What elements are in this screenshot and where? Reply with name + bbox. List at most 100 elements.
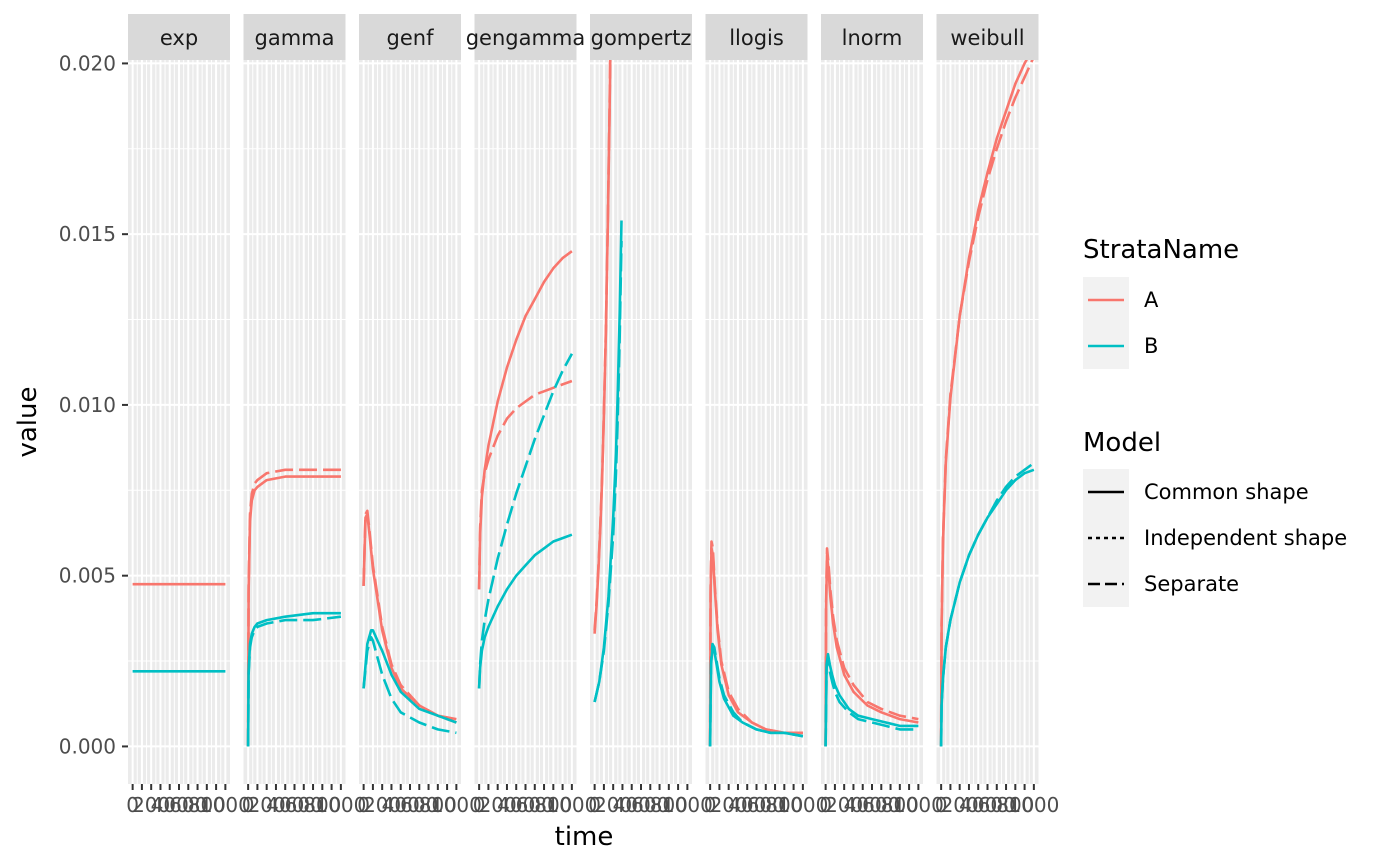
series-group xyxy=(246,468,342,747)
x-tick-label: 0 xyxy=(588,793,601,817)
x-axis-title: time xyxy=(555,822,614,852)
x-tick-label: 200 xyxy=(132,793,170,817)
series-line-A-separate xyxy=(362,509,457,724)
x-tick-label: 1000 xyxy=(893,793,944,817)
facet-strip-label: llogis xyxy=(729,26,784,50)
x-tick-label: 400 xyxy=(844,793,882,817)
facet-strip xyxy=(590,14,692,60)
x-tick-label: 1000 xyxy=(315,793,366,817)
facet-strip-label: gamma xyxy=(255,26,335,50)
series-group xyxy=(708,540,804,747)
x-tick-label: 1000 xyxy=(777,793,828,817)
x-tick-label: 800 xyxy=(996,793,1034,817)
series-line-A-separate xyxy=(477,379,573,590)
x-tick-label: 1000 xyxy=(431,793,482,817)
x-tick-label: 400 xyxy=(728,793,766,817)
x-tick-label: 200 xyxy=(363,793,401,817)
series-line-A-separate xyxy=(708,540,803,747)
y-tick-label: 0.000 xyxy=(59,734,116,758)
x-tick-label: 0 xyxy=(935,793,948,817)
y-tick-label: 0.010 xyxy=(59,393,116,417)
x-tick-label: 800 xyxy=(881,793,919,817)
facet-strip xyxy=(359,14,461,60)
x-tick-label: 0 xyxy=(819,793,832,817)
x-tick-label: 800 xyxy=(188,793,226,817)
x-tick-label: 400 xyxy=(497,793,535,817)
x-tick-label: 200 xyxy=(825,793,863,817)
x-tick-label: 800 xyxy=(650,793,688,817)
x-tick-label: 600 xyxy=(169,793,207,817)
legend-label-model: Common shape xyxy=(1144,480,1309,504)
facet-strip-label: gengamma xyxy=(466,26,586,50)
x-tick-label: 600 xyxy=(862,793,900,817)
facet-strip xyxy=(936,14,1039,60)
legend-label-model: Separate xyxy=(1144,572,1239,596)
series-line-B-separate xyxy=(939,461,1035,747)
series-line-B-separate xyxy=(824,659,919,747)
x-tick-label: 0 xyxy=(473,793,486,817)
x-tick-label: 600 xyxy=(516,793,554,817)
series-group xyxy=(477,250,574,689)
series-line-B-common-shape xyxy=(362,628,457,724)
series-group xyxy=(362,509,457,735)
x-tick-label: 0 xyxy=(126,793,139,817)
facet-strip xyxy=(128,14,230,60)
series-line-A-common-shape xyxy=(246,475,341,747)
legend-label-strata: A xyxy=(1144,288,1159,312)
series-line-B-common-shape xyxy=(824,652,919,747)
x-tick-label: 1000 xyxy=(546,793,597,817)
facet-strip xyxy=(705,14,808,60)
legend-title-model: Model xyxy=(1083,428,1161,458)
legend: StrataName AB Model Common shape Independent… xyxy=(1083,235,1347,607)
series-line-B-separate xyxy=(246,615,342,747)
x-tick-label: 800 xyxy=(765,793,803,817)
x-tick-label: 400 xyxy=(382,793,420,817)
series-group xyxy=(939,60,1035,747)
x-tick-label: 200 xyxy=(594,793,632,817)
series-line-A-separate xyxy=(824,547,919,747)
x-tick-label: 800 xyxy=(419,793,457,817)
facet-strip xyxy=(243,14,346,60)
legend-label-strata: B xyxy=(1144,334,1158,358)
series-line-A-separate xyxy=(939,60,1034,747)
x-tick-label: 0 xyxy=(704,793,717,817)
x-tick-label: 600 xyxy=(747,793,785,817)
x-tick-label: 600 xyxy=(631,793,669,817)
series-line-A-separate xyxy=(246,468,341,747)
x-tick-label: 200 xyxy=(479,793,517,817)
series-line-B-separate xyxy=(477,353,574,689)
series-group xyxy=(824,547,919,747)
legend-label-model: Independent shape xyxy=(1144,526,1347,550)
series-group xyxy=(593,60,623,703)
x-tick-label: 400 xyxy=(613,793,651,817)
x-tick-label: 400 xyxy=(151,793,189,817)
x-tick-label: 400 xyxy=(266,793,304,817)
y-axis: 0.000 0.005 0.010 0.015 0.020 xyxy=(59,51,128,758)
y-tick-label: 0.015 xyxy=(59,222,116,246)
facet-strip-label: genf xyxy=(387,26,435,50)
x-tick-label: 200 xyxy=(941,793,979,817)
series-line-B-separate xyxy=(708,642,804,747)
x-tick-label: 600 xyxy=(400,793,438,817)
y-axis-title: value xyxy=(13,386,43,457)
y-tick-label: 0.020 xyxy=(59,51,116,75)
x-tick-label: 200 xyxy=(710,793,748,817)
series-line-B-separate xyxy=(362,635,457,735)
x-tick-label: 800 xyxy=(303,793,341,817)
x-tick-label: 0 xyxy=(242,793,255,817)
x-tick-label: 0 xyxy=(357,793,370,817)
facet-strip-label: weibull xyxy=(950,26,1024,50)
legend-title-strata: StrataName xyxy=(1083,235,1239,265)
x-tick-label: 1000 xyxy=(662,793,713,817)
facet-strip-label: exp xyxy=(160,26,198,50)
